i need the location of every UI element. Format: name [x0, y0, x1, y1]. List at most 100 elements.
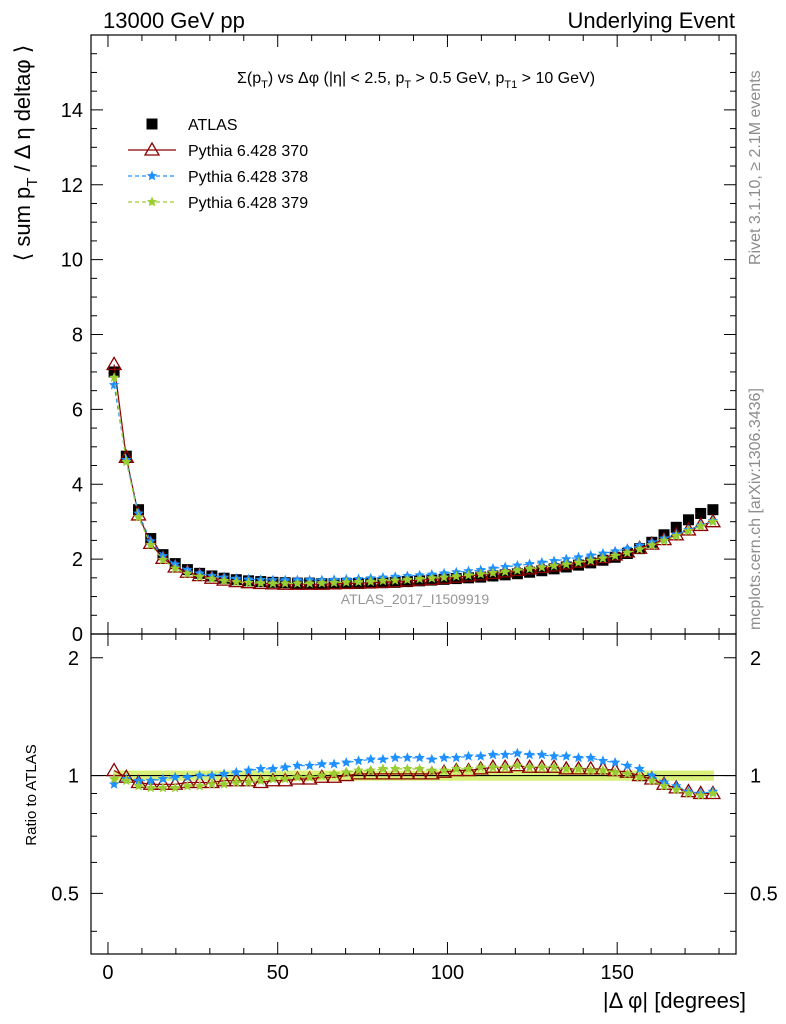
main-point [536, 561, 548, 572]
main-point [154, 550, 172, 565]
ratio-point [463, 750, 474, 761]
main-point [561, 553, 572, 564]
ratio-point [365, 753, 376, 764]
main-point [707, 504, 719, 516]
main-point [121, 456, 132, 467]
ratio-point [634, 771, 645, 782]
ratio-point [582, 760, 599, 775]
main-point [328, 577, 340, 588]
ratio-axes: 0 50 100 150 0.5 0.5 1 1 2 2 [51, 634, 778, 984]
ratio-point [451, 752, 462, 763]
main-point [560, 561, 572, 573]
ratio-point [341, 757, 352, 767]
legend-marker [146, 196, 158, 207]
main-y-tick-label: 0 [72, 624, 83, 646]
legend-marker [143, 141, 161, 156]
main-point [463, 569, 474, 580]
main-y-tick-label: 10 [61, 250, 83, 272]
ratio-point [292, 771, 303, 782]
ratio-point [524, 749, 535, 760]
ratio-point [255, 763, 266, 774]
ratio-point [206, 770, 218, 780]
ratio-point [411, 765, 428, 780]
main-y-tick-label: 4 [72, 474, 83, 496]
ratio-point [182, 771, 193, 782]
main-point [108, 379, 120, 390]
main-point [695, 507, 707, 519]
xlabel: |Δ φ| [degrees] [603, 988, 746, 1013]
ratio-point [426, 765, 438, 775]
ratio-point [387, 765, 404, 780]
main-series-0 [108, 366, 719, 589]
ratio-point [707, 788, 719, 798]
ratio-plot-frame [90, 633, 737, 955]
main-point [108, 366, 120, 378]
main-y-tick-label: 12 [61, 175, 83, 197]
main-point [374, 574, 392, 588]
ratio-point [402, 752, 413, 763]
ratio-point [561, 750, 572, 761]
header-left: 13000 GeV pp [103, 8, 245, 33]
ratio-point [325, 768, 343, 783]
main-point [548, 560, 560, 571]
ratio-point [438, 765, 450, 775]
ratio-point [328, 768, 340, 779]
main-point [524, 563, 535, 574]
main-point [426, 572, 438, 583]
main-point [499, 569, 511, 581]
ratio-point [499, 749, 511, 760]
ratio-point [328, 758, 340, 769]
main-point [377, 575, 389, 586]
ratio-point [304, 771, 315, 782]
main-point [145, 539, 156, 550]
main-ylabel: ⟨ sum pT / Δ η deltaφ ⟩ [10, 45, 41, 262]
ratio-point [304, 760, 315, 771]
main-point [597, 552, 609, 563]
main-point [423, 571, 440, 585]
main-point [655, 531, 673, 546]
ratio-ylabel: Ratio to ATLAS [23, 744, 40, 845]
main-point [597, 548, 609, 558]
legend-item: Pythia 6.428 379 [128, 195, 308, 212]
ratio-point [435, 763, 453, 778]
ratio-point [218, 778, 230, 789]
ratio-point [475, 761, 486, 772]
ratio-point [108, 778, 120, 789]
ratio-point [414, 763, 425, 774]
main-point [634, 543, 645, 554]
main-point [609, 550, 621, 561]
ratio-point [646, 770, 657, 780]
main-point [170, 563, 181, 573]
ratio-point [536, 749, 548, 760]
ratio-point [365, 765, 376, 775]
ratio-point [316, 758, 328, 769]
rivet-label: Rivet 3.1.10, ≥ 2.1M events [747, 70, 764, 265]
ratio-point [316, 770, 328, 780]
main-point [267, 578, 279, 588]
legend-marker [146, 118, 158, 130]
ratio-point [548, 750, 560, 761]
ratio-point [377, 763, 389, 774]
ratio-point [402, 763, 413, 774]
main-point [438, 572, 450, 582]
ratio-point [460, 762, 477, 777]
main-point [585, 549, 596, 560]
ratio-point [573, 752, 584, 763]
ratio-point [561, 763, 572, 774]
ratio-y-tick-label-right: 2 [750, 648, 761, 670]
ratio-point [512, 760, 523, 771]
ratio-point [206, 778, 218, 789]
ratio-point [255, 775, 266, 786]
main-point [475, 571, 487, 583]
ratio-point [157, 782, 169, 793]
ratio-point [182, 780, 193, 791]
ratio-point [194, 780, 205, 791]
x-tick-label: 0 [102, 962, 113, 984]
main-point [548, 555, 560, 566]
legend-marker [146, 170, 158, 181]
main-point [658, 535, 670, 546]
ratio-point [243, 777, 254, 787]
ratio-point [218, 768, 230, 779]
ratio-y-tick-label: 0.5 [51, 883, 79, 905]
main-point [387, 573, 404, 588]
